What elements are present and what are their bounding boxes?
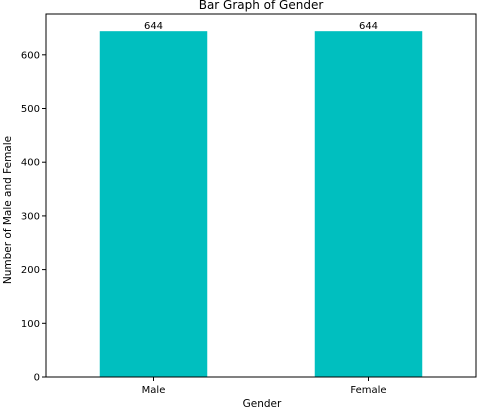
- data-labels: 644 644: [144, 21, 378, 32]
- y-tick-label-200: 200: [21, 265, 40, 276]
- chart-title: Bar Graph of Gender: [199, 0, 324, 12]
- x-axis-title: Gender: [243, 398, 282, 410]
- bars: [99, 31, 423, 377]
- y-tick-label-600: 600: [21, 50, 40, 61]
- data-label-male: 644: [144, 21, 163, 32]
- x-tick-label-female: Female: [350, 385, 386, 396]
- y-tick-label-300: 300: [21, 211, 40, 222]
- y-tick-label-0: 0: [34, 373, 40, 384]
- y-axis-title: Number of Male and Female: [2, 136, 14, 284]
- y-tick-label-500: 500: [21, 104, 40, 115]
- bar-male: [99, 31, 208, 377]
- y-tick-label-400: 400: [21, 158, 40, 169]
- y-axis: 0 100 200 300 400 500 600: [21, 50, 46, 384]
- bar-female: [314, 31, 423, 377]
- data-label-female: 644: [359, 21, 378, 32]
- plot-area: [45, 13, 477, 378]
- y-tick-label-100: 100: [21, 319, 40, 330]
- plot-frame: [45, 13, 477, 378]
- x-tick-label-male: Male: [142, 385, 166, 396]
- x-axis: Male Female: [142, 377, 387, 396]
